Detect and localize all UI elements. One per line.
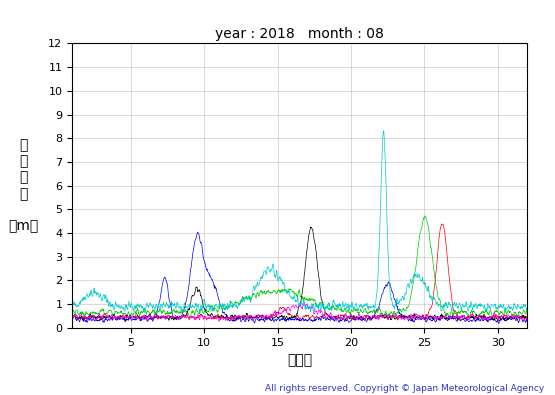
Line: 屋久島: 屋久島 [72,131,527,313]
Line: 生月島: 生月島 [72,303,527,322]
唐桑 [242,320,249,324]
経ヶ岸 [69,320,75,324]
唐桑 [496,321,502,326]
石廀崎 [413,259,420,264]
経ヶ岸 [159,314,166,319]
経ヶ岸 [464,316,471,321]
屋久島 [380,128,387,133]
唐桑 [69,321,75,326]
石廀崎 [159,309,166,314]
上ノ国 [440,222,446,226]
屋久島 [241,297,248,301]
上ノ国 [524,319,531,324]
屋久島 [69,310,75,314]
Line: 石廀崎: 石廀崎 [72,216,527,320]
屋久島 [464,305,471,309]
Legend: 上ノ国, 唐桑, 石廀崎, 経ヶ岸, 生月島, 屋久島: 上ノ国, 唐桑, 石廀崎, 経ヶ岸, 生月島, 屋久島 [129,391,470,395]
生月島 [159,314,166,319]
経ヶ岸 [150,316,157,321]
石廀崎 [200,311,207,316]
屋久島 [524,310,531,315]
Line: 唐桑: 唐桑 [72,232,527,324]
唐桑 [524,319,531,324]
屋久島 [150,304,157,308]
生月島 [200,315,207,320]
上ノ国 [150,316,157,320]
石廀崎 [422,213,428,218]
石廀崎 [464,311,471,316]
経ヶ岸 [413,314,420,319]
生月島 [301,300,307,305]
生月島 [241,316,248,320]
X-axis label: （日）: （日） [287,353,312,367]
上ノ国 [159,314,166,319]
唐桑 [194,230,201,235]
生月島 [150,314,157,319]
唐桑 [464,317,471,322]
生月島 [413,312,420,317]
屋久島 [200,302,207,307]
経ヶ岸 [241,316,248,320]
屋久島 [159,303,166,308]
石廀崎 [150,308,157,313]
経ヶ岸 [524,320,531,325]
上ノ国 [200,317,207,322]
上ノ国 [464,314,471,319]
屋久島 [413,274,420,279]
石廀崎 [524,312,531,316]
唐桑 [200,257,207,262]
石廀崎 [69,317,75,322]
生月島 [524,320,531,324]
生月島 [69,319,75,324]
上ノ国 [241,314,248,319]
Title: year : 2018   month : 08: year : 2018 month : 08 [215,27,384,41]
Text: All rights reserved. Copyright © Japan Meteorological Agency: All rights reserved. Copyright © Japan M… [265,384,544,393]
上ノ国 [69,320,75,324]
Line: 経ヶ岸: 経ヶ岸 [72,227,527,322]
生月島 [464,316,471,321]
経ヶ岸 [307,224,314,229]
上ノ国 [413,315,420,320]
経ヶ岸 [200,303,207,308]
唐桑 [150,316,157,320]
Line: 上ノ国: 上ノ国 [72,224,527,322]
Y-axis label: 有
義
波
高

（m）: 有 義 波 高 （m） [8,138,38,233]
唐桑 [159,282,166,287]
石廀崎 [241,296,248,301]
唐桑 [413,317,420,322]
